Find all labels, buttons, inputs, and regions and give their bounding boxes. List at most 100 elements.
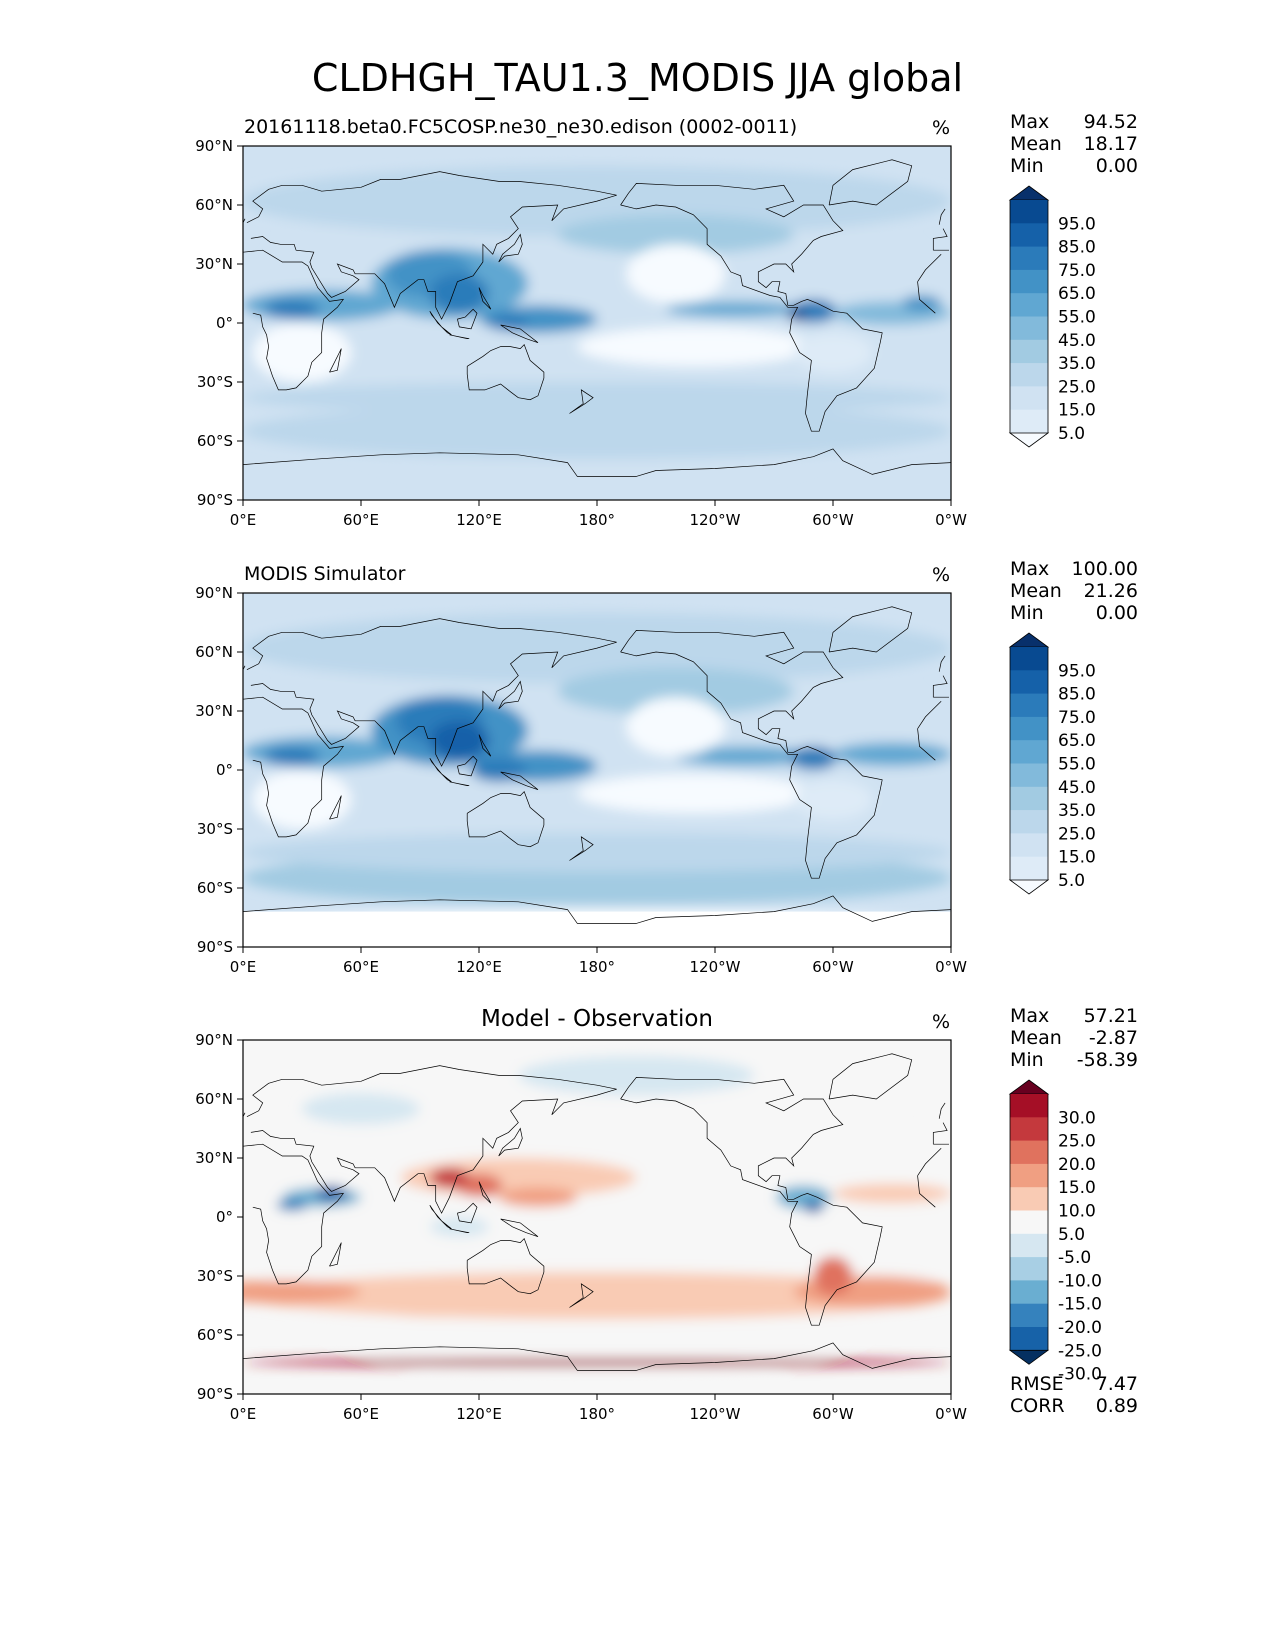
- colorbar-swatch: [1010, 1163, 1048, 1188]
- coastline: [246, 1065, 949, 1214]
- colorbar-swatch: [1010, 293, 1048, 317]
- coastlines: [243, 606, 951, 924]
- contour-region: [675, 746, 814, 767]
- contour-region: [557, 214, 794, 255]
- colorbar: 30.0 25.0 20.0 15.0 10.0 5.0 -5.0 -10.0 -15.0 -20…: [1008, 1079, 1102, 1385]
- panel2-units: %: [932, 564, 951, 586]
- coastline: [828, 1053, 913, 1100]
- contour-region: [429, 720, 489, 761]
- y-tick-label: 30°S: [197, 373, 233, 391]
- contour-region: [518, 1055, 755, 1096]
- colorbar-tick-label: -20.0: [1058, 1318, 1102, 1338]
- contour-region: [813, 1256, 853, 1296]
- contour-region: [315, 1185, 348, 1202]
- colorbar-swatch: [1010, 1187, 1048, 1211]
- stat-max-value: 57.21: [1083, 1005, 1138, 1027]
- panel3-stats: Max 57.21 Mean -2.87 Min -58.39: [1010, 1005, 1138, 1071]
- x-tick-label: 60°W: [812, 511, 854, 529]
- colorbar-swatch: [1010, 1280, 1048, 1305]
- y-tick-label: 90°N: [195, 1031, 233, 1049]
- contour-region: [833, 1183, 951, 1204]
- coastline: [457, 755, 478, 777]
- coastline: [246, 171, 949, 320]
- contour-region: [787, 309, 808, 322]
- coastline: [243, 1143, 942, 1285]
- coastline: [329, 1242, 342, 1267]
- colorbar-tick-label: -5.0: [1058, 1248, 1091, 1268]
- y-tick-label: 30°N: [195, 255, 233, 273]
- contour-region: [557, 667, 794, 715]
- coastline: [828, 159, 913, 206]
- stat-max-value: 100.00: [1071, 558, 1138, 580]
- colorbar-tick-label: 15.0: [1058, 401, 1096, 421]
- y-tick-label: 0°: [216, 1208, 233, 1226]
- panel1-title: 20161118.beta0.FC5COSP.ne30_ne30.edison …: [244, 116, 798, 138]
- y-tick-label: 60°N: [195, 1090, 233, 1108]
- x-tick-label: 180°: [579, 1405, 615, 1423]
- contour-region: [429, 1217, 489, 1237]
- contour-region: [243, 1279, 361, 1304]
- contour-region: [252, 770, 352, 829]
- x-tick-label: 120°E: [456, 1405, 502, 1423]
- colorbar-tick-label: 95.0: [1058, 661, 1096, 681]
- y-tick-label: 60°S: [197, 1326, 233, 1344]
- coastline: [569, 389, 594, 414]
- coastlines: [243, 1053, 951, 1371]
- colorbar-tick-label: 15.0: [1058, 1178, 1096, 1198]
- stat-max-label: Max: [1010, 558, 1050, 580]
- rmse-value: 7.47: [1095, 1373, 1138, 1395]
- coastline: [243, 895, 951, 924]
- coastline: [449, 781, 470, 787]
- stat-min-label: Min: [1010, 155, 1044, 177]
- colorbar-swatch: [1010, 363, 1048, 387]
- colorbar-swatch: [1010, 786, 1048, 811]
- contour-region: [793, 332, 873, 373]
- x-tick-label: 120°W: [690, 511, 741, 529]
- coastline: [569, 836, 594, 861]
- contour-region: [793, 779, 873, 820]
- stat-max-label: Max: [1010, 111, 1050, 133]
- colorbar-swatch: [1010, 1303, 1048, 1328]
- x-tick-label: 0°W: [935, 1405, 967, 1423]
- colorbar-swatch: [1010, 856, 1048, 881]
- coastline: [329, 795, 342, 820]
- panel3-units: %: [932, 1011, 951, 1033]
- panel1-stats: Max 94.52 Mean 18.17 Min 0.00: [1010, 111, 1138, 177]
- y-tick-label: 30°N: [195, 1149, 233, 1167]
- x-tick-label: 60°E: [343, 1405, 379, 1423]
- colorbar-extend-max: [1008, 1079, 1050, 1095]
- contour-region: [471, 758, 527, 782]
- colorbar-swatch: [1010, 670, 1048, 695]
- stat-mean-label: Mean: [1010, 580, 1062, 602]
- coastline: [500, 1218, 539, 1238]
- contour-region: [243, 832, 951, 873]
- coastline: [500, 771, 539, 791]
- colorbar-swatch: [1010, 1094, 1048, 1118]
- contour-region: [901, 295, 942, 312]
- contour-region: [789, 746, 837, 770]
- y-tick-label: 90°N: [195, 584, 233, 602]
- panel1-units: %: [932, 117, 951, 139]
- colorbar-tick-label: 75.0: [1058, 261, 1096, 281]
- contour-region: [833, 742, 951, 767]
- stat-min-value: 0.00: [1095, 602, 1138, 624]
- colorbar: 95.0 85.0 75.0 65.0 55.0 45.0 35.0 25.0 15.0 5.0: [1008, 632, 1096, 895]
- contour-region: [302, 1093, 420, 1125]
- contour-field: [243, 1040, 951, 1394]
- coastline: [620, 630, 883, 879]
- colorbar-swatch: [1010, 269, 1048, 294]
- coastline: [498, 1127, 523, 1157]
- coastline: [246, 618, 949, 767]
- colorbar-tick-label: 5.0: [1058, 1225, 1085, 1245]
- colorbar-tick-label: 30.0: [1058, 1108, 1096, 1128]
- colorbar-tick-label: 55.0: [1058, 308, 1096, 328]
- figure-title: CLDHGH_TAU1.3_MODIS JJA global: [311, 56, 964, 100]
- x-tick-label: 120°E: [456, 958, 502, 976]
- y-tick-label: 60°N: [195, 643, 233, 661]
- contour-region: [243, 403, 951, 459]
- colorbar-swatch: [1010, 810, 1048, 834]
- colorbar-swatch: [1010, 1257, 1048, 1281]
- y-tick-label: 0°: [216, 314, 233, 332]
- corr-label: CORR: [1010, 1395, 1065, 1417]
